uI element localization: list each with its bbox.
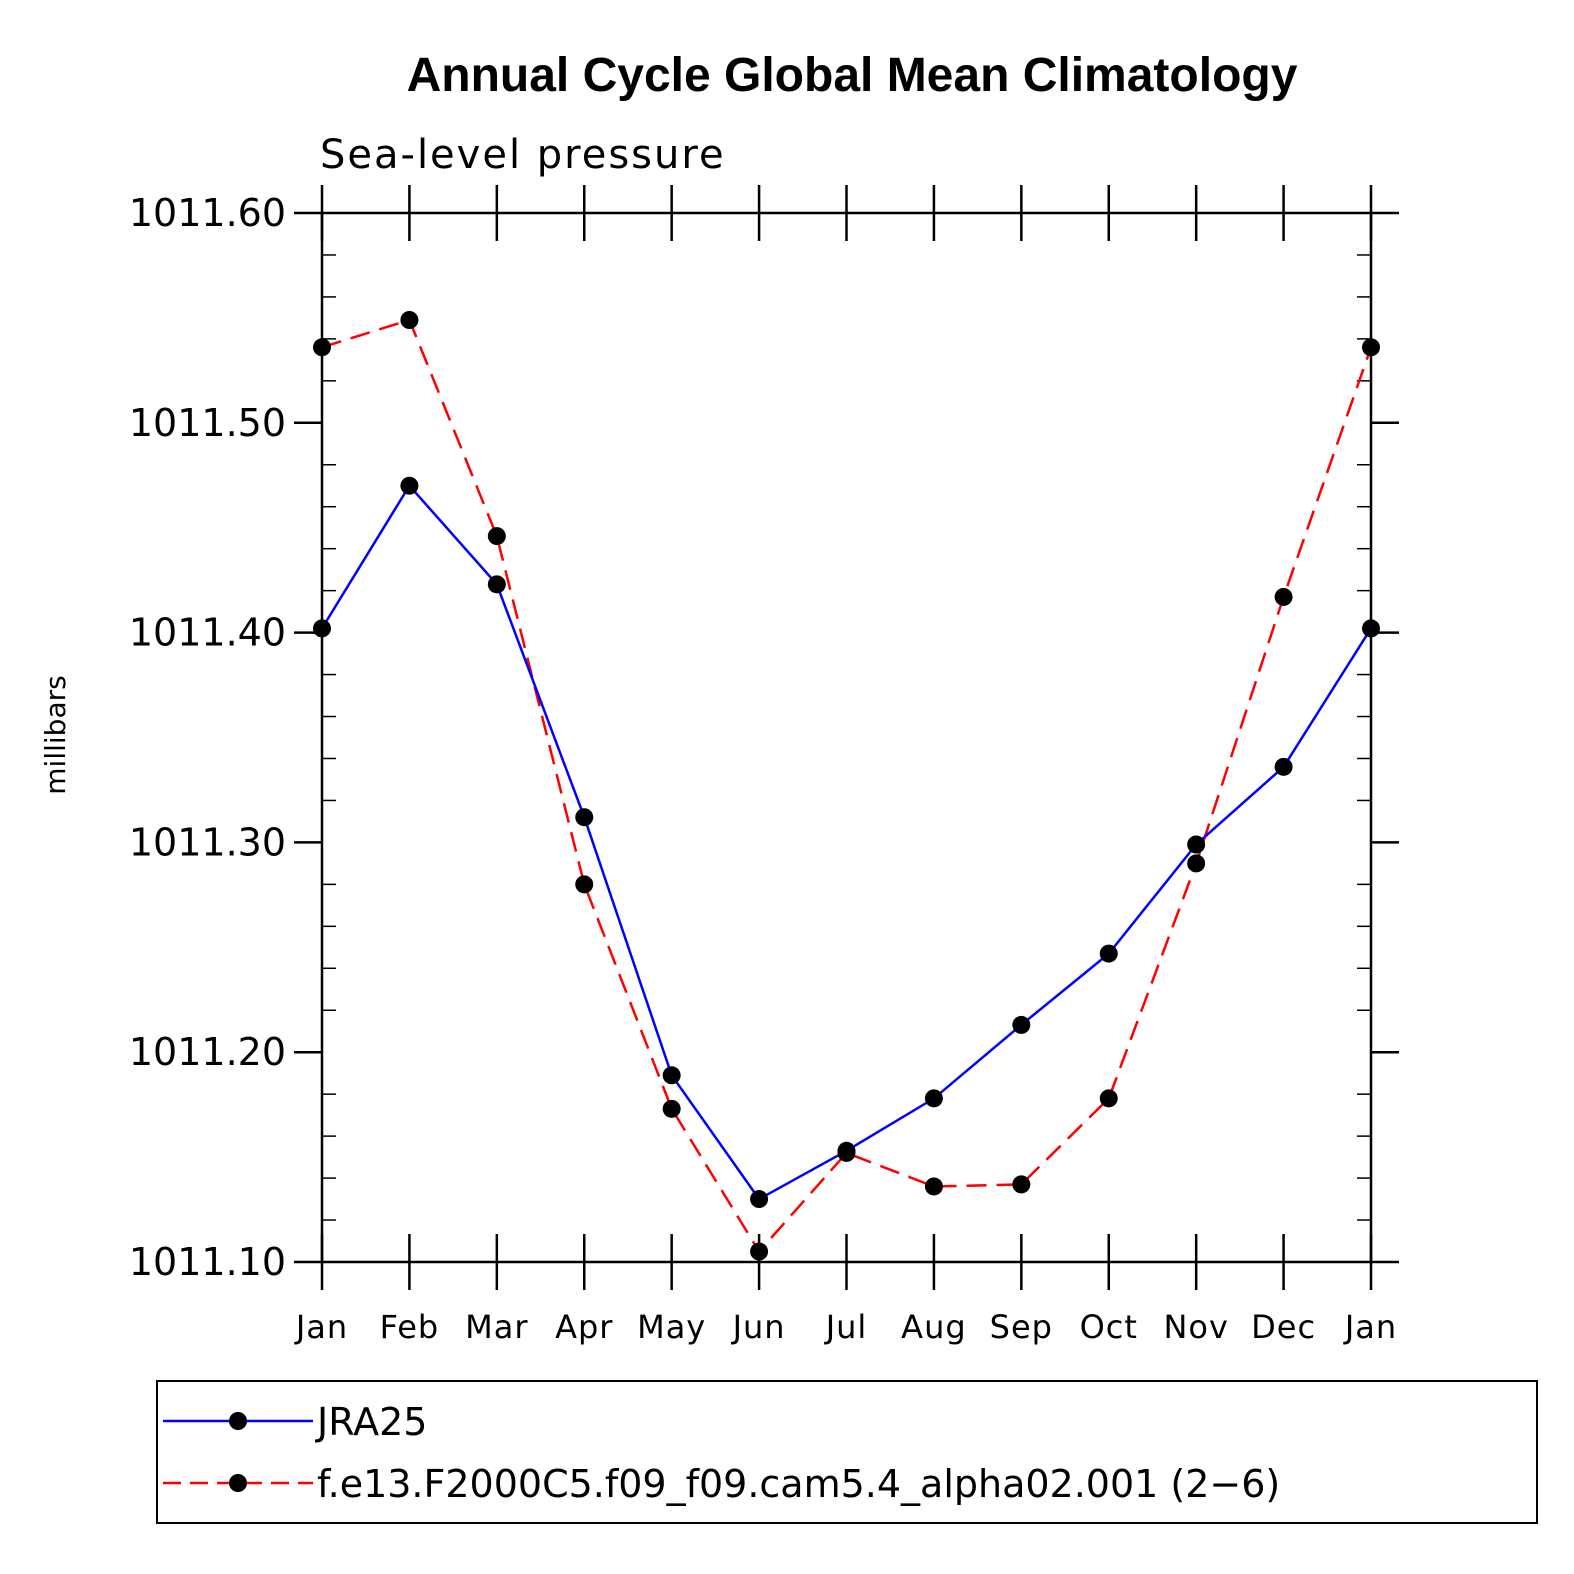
legend-marker-jra25 (229, 1412, 247, 1430)
series-0-point (924, 1089, 943, 1108)
y-tick-label: 1011.20 (129, 1030, 286, 1074)
y-tick-label: 1011.60 (129, 191, 286, 235)
chart-title: Annual Cycle Global Mean Climatology (407, 49, 1298, 102)
series-0-point (750, 1190, 769, 1209)
y-axis-label: millibars (39, 675, 72, 794)
series-0-point (400, 476, 419, 495)
series-1-point (400, 310, 419, 329)
x-tick-label: Oct (1080, 1308, 1138, 1346)
legend-label-model: f.e13.F2000C5.f09_f09.cam5.4_alpha02.001… (317, 1462, 1280, 1506)
y-tick-label: 1011.40 (129, 611, 286, 655)
series-0-point (1274, 757, 1293, 776)
x-tick-label: Jan (294, 1308, 348, 1346)
series-1-point (837, 1143, 856, 1162)
series-1-point (313, 338, 331, 357)
series-1-point (1012, 1175, 1031, 1194)
series-1-point (575, 875, 594, 894)
series-0-point (487, 575, 506, 594)
plot-frame (320, 211, 1373, 1264)
series-1-point (487, 527, 506, 546)
y-tick-label: 1011.30 (129, 820, 286, 864)
series-layer (313, 310, 1380, 1261)
x-tick-label: Dec (1251, 1308, 1316, 1346)
series-1-point (1099, 1089, 1118, 1108)
series-0-point (575, 808, 594, 827)
x-tick-label: Sep (990, 1308, 1053, 1346)
series-0-point (662, 1066, 681, 1085)
chart-subtitle: Sea-level pressure (320, 132, 726, 178)
x-tick-label: May (637, 1308, 706, 1346)
x-tick-label: Aug (901, 1308, 966, 1346)
legend-label-jra25: JRA25 (315, 1400, 427, 1444)
x-tick-label: Jul (824, 1308, 868, 1346)
x-tick-label: Jun (731, 1308, 786, 1346)
series-1-point (750, 1242, 769, 1261)
series-0-point (1099, 944, 1118, 963)
y-tick-label: 1011.10 (129, 1240, 286, 1284)
series-0-point (1362, 619, 1380, 638)
y-tick-label: 1011.50 (129, 401, 286, 445)
series-line-1 (321, 318, 1373, 1254)
series-1-point (662, 1099, 681, 1118)
legend-marker-model (229, 1474, 247, 1492)
series-0-point (1012, 1015, 1031, 1034)
x-tick-label: Feb (380, 1308, 440, 1346)
series-1-point (1274, 587, 1293, 606)
series-1-point (924, 1177, 943, 1196)
series-0-point (313, 619, 331, 638)
plot-axes (294, 185, 1399, 1290)
tick-labels: 1011.10 1011.20 1011.30 1011.40 1011.50 1011.… (129, 191, 1397, 1346)
x-tick-label: Jan (1343, 1308, 1397, 1346)
x-tick-label: Apr (555, 1308, 613, 1346)
series-1-point (1362, 338, 1380, 357)
series-1-point (1187, 854, 1206, 873)
x-tick-label: Mar (465, 1308, 528, 1346)
legend-box (156, 1380, 1538, 1524)
legend: JRA25 f.e13.F2000C5.f09_f09.cam5.4_alpha… (156, 1380, 1538, 1524)
series-line-0 (320, 483, 1373, 1201)
series-0-point (1187, 835, 1206, 854)
x-tick-label: Nov (1163, 1308, 1228, 1346)
